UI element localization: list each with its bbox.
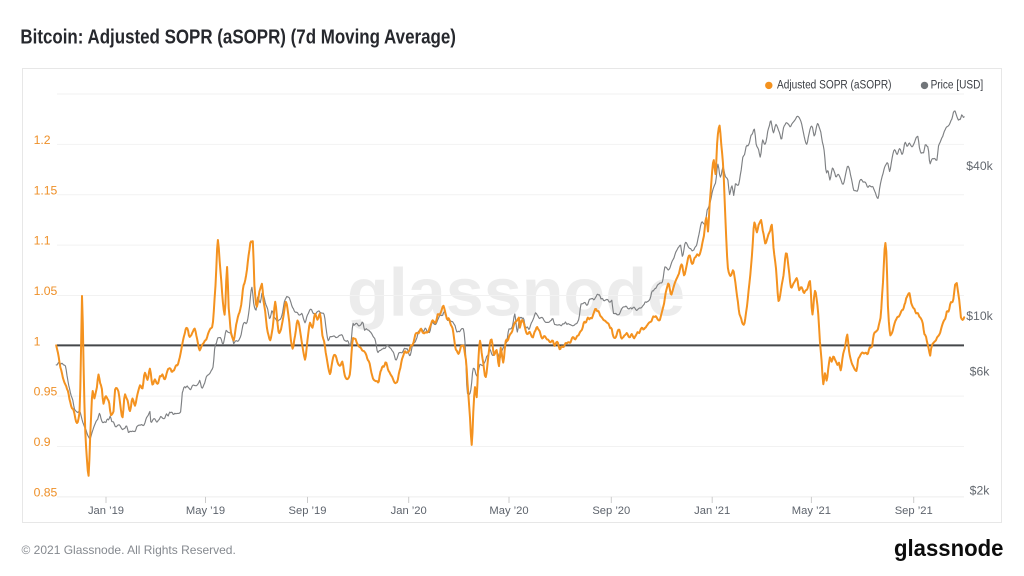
svg-text:0.95: 0.95 xyxy=(34,385,58,399)
svg-text:1: 1 xyxy=(34,334,41,348)
svg-text:$2k: $2k xyxy=(970,484,991,498)
svg-text:Jan ’19: Jan ’19 xyxy=(88,505,124,517)
svg-text:Sep ’20: Sep ’20 xyxy=(592,505,630,517)
svg-text:Sep ’19: Sep ’19 xyxy=(289,505,327,517)
svg-text:$10k: $10k xyxy=(966,309,993,323)
svg-text:Bitcoin: Adjusted SOPR (aSOPR): Bitcoin: Adjusted SOPR (aSOPR) (7d Movin… xyxy=(20,26,456,48)
svg-text:May ’19: May ’19 xyxy=(186,505,225,517)
svg-text:Jan ’21: Jan ’21 xyxy=(694,505,730,517)
svg-text:Jan ’20: Jan ’20 xyxy=(391,505,427,517)
svg-text:1.1: 1.1 xyxy=(34,234,51,248)
svg-text:1.2: 1.2 xyxy=(34,133,51,147)
svg-text:May ’21: May ’21 xyxy=(792,505,831,517)
svg-text:1.05: 1.05 xyxy=(34,284,58,298)
svg-text:0.9: 0.9 xyxy=(34,435,51,449)
svg-text:Adjusted SOPR (aSOPR): Adjusted SOPR (aSOPR) xyxy=(777,80,892,92)
svg-text:1.15: 1.15 xyxy=(34,183,58,197)
svg-text:$40k: $40k xyxy=(966,159,993,173)
svg-text:May ’20: May ’20 xyxy=(489,505,528,517)
svg-text:glassnode: glassnode xyxy=(347,254,685,330)
svg-text:Price [USD]: Price [USD] xyxy=(931,80,984,92)
svg-text:0.85: 0.85 xyxy=(34,485,58,499)
svg-text:Sep ’21: Sep ’21 xyxy=(895,505,933,517)
svg-text:glassnode: glassnode xyxy=(894,535,1004,561)
svg-text:$6k: $6k xyxy=(970,365,991,379)
